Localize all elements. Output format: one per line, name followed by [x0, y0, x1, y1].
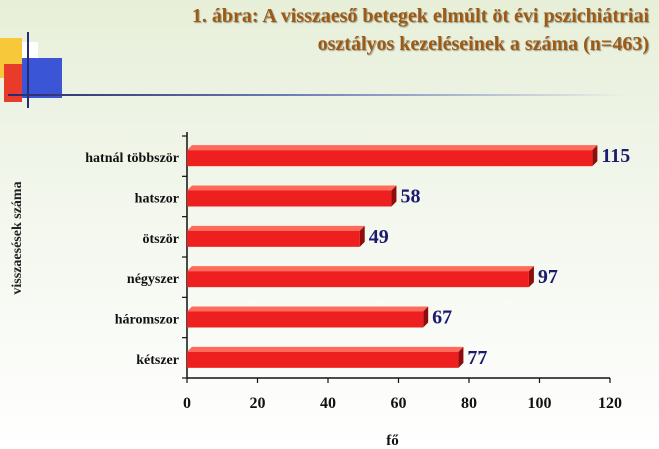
category-label: négyszer: [127, 272, 179, 287]
bar: [187, 190, 392, 207]
x-tick-label: 40: [320, 395, 336, 412]
title-underline: [8, 94, 628, 96]
corner-decoration: [0, 0, 80, 110]
data-label: 67: [432, 307, 452, 329]
category-label: háromszor: [115, 313, 179, 328]
bar-top-face: [187, 306, 429, 312]
data-label: 58: [400, 186, 420, 208]
title-line-2: osztályos kezeléseinek a száma (n=463): [317, 33, 649, 55]
category-label: ötször: [142, 232, 179, 247]
vertical-line-decoration: [27, 32, 29, 108]
data-label: 77: [467, 347, 487, 369]
bar-top-face: [187, 346, 464, 352]
x-tick-label: 80: [461, 395, 477, 412]
x-tick-label: 0: [183, 395, 191, 412]
bar-side-face: [423, 306, 429, 328]
bar: [187, 271, 529, 288]
data-label: 49: [369, 226, 389, 248]
red-square-decoration: [4, 64, 22, 102]
bar: [187, 351, 459, 368]
x-tick-label: 20: [250, 395, 266, 412]
category-label: hatszor: [135, 192, 179, 207]
category-label: kétszer: [136, 353, 179, 368]
bar: [187, 150, 593, 167]
title-line-1: 1. ábra: A visszaeső betegek elmúlt öt é…: [191, 5, 649, 27]
data-label: 115: [601, 145, 630, 167]
bar: [187, 230, 360, 247]
bar-side-face: [359, 225, 365, 247]
bar-side-face: [458, 346, 464, 368]
bar-side-face: [391, 185, 397, 207]
x-axis-title: fő: [386, 433, 399, 449]
bar-top-face: [187, 185, 397, 191]
bar-side-face: [528, 266, 534, 288]
bar: [187, 311, 424, 328]
bar-side-face: [592, 145, 598, 167]
bar-top-face: [187, 266, 534, 272]
bar-top-face: [187, 145, 598, 151]
data-label: 97: [538, 266, 558, 288]
bar-top-face: [187, 225, 365, 231]
slide-title: 1. ábra: A visszaeső betegek elmúlt öt é…: [19, 2, 649, 58]
x-tick-label: 120: [598, 395, 622, 412]
x-tick-label: 60: [391, 395, 407, 412]
white-square-decoration: [22, 42, 38, 60]
x-tick-label: 100: [528, 395, 552, 412]
category-label: hatnál többször: [85, 151, 179, 166]
